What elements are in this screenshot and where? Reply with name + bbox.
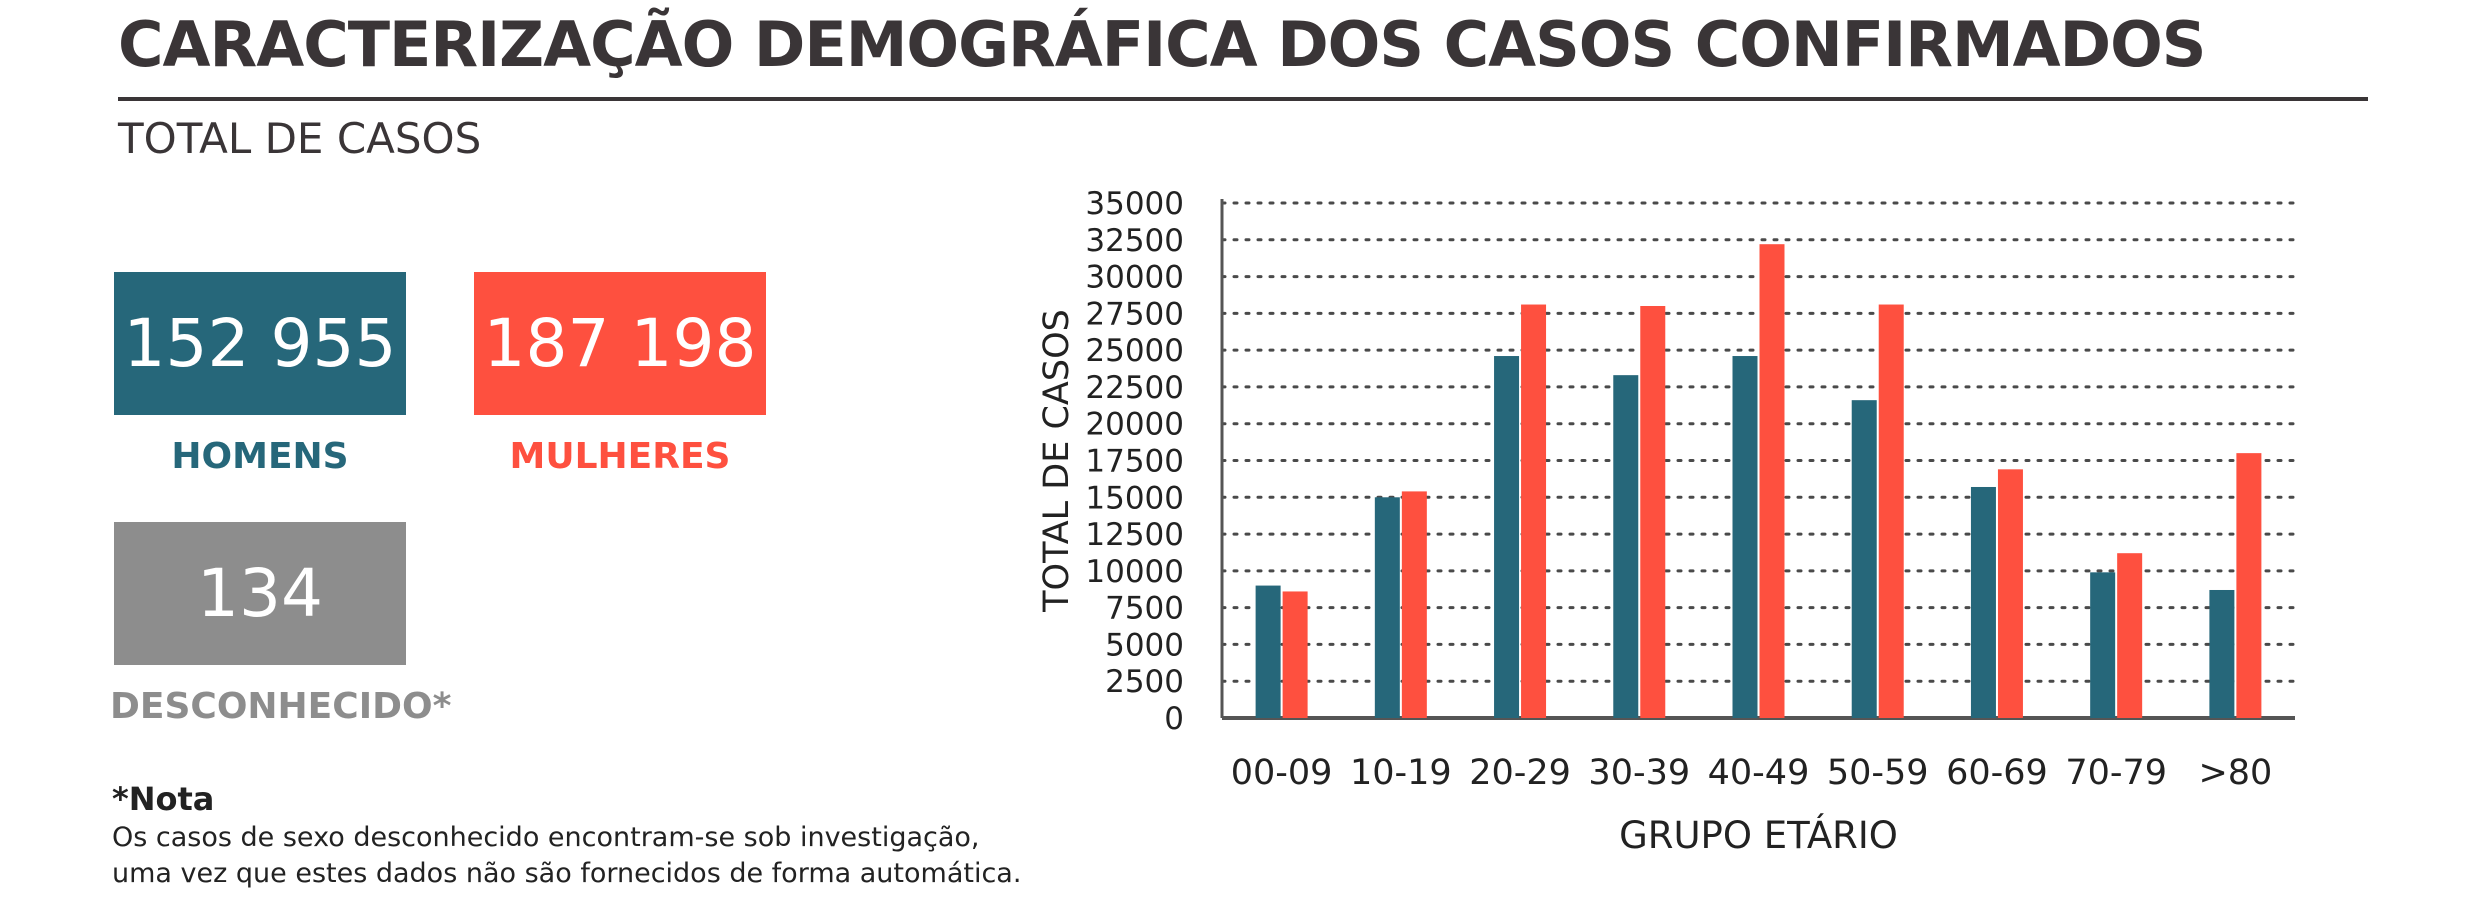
y-tick-label: 30000 (1085, 260, 1184, 296)
bar-men (1255, 585, 1281, 718)
y-tick-label: 25000 (1085, 333, 1184, 369)
section-subtitle: TOTAL DE CASOS (118, 114, 482, 163)
x-axis-title: GRUPO ETÁRIO (1619, 813, 1898, 857)
note-line-1: Os casos de sexo desconhecido encontram-… (112, 822, 980, 853)
women-total-value: 187 198 (483, 305, 757, 382)
y-tick-label: 27500 (1085, 296, 1184, 332)
note-text: Os casos de sexo desconhecido encontram-… (112, 820, 1092, 892)
x-tick-label: >80 (2198, 753, 2272, 793)
y-tick-label: 12500 (1085, 517, 1184, 553)
bar-women (1997, 469, 2023, 718)
x-tick-label: 00-09 (1231, 753, 1333, 793)
y-tick-label: 22500 (1085, 370, 1184, 406)
page-title: CARACTERIZAÇÃO DEMOGRÁFICA DOS CASOS CON… (118, 8, 2206, 81)
women-total-label: MULHERES (509, 436, 731, 477)
unknown-total-box: 134 (114, 522, 406, 665)
x-tick-label: 50-59 (1827, 753, 1929, 793)
bar-men (2090, 572, 2116, 718)
men-total-box: 152 955 (114, 272, 406, 415)
x-tick-label: 70-79 (2065, 753, 2167, 793)
unknown-total-label: DESCONHECIDO* (110, 686, 452, 727)
y-tick-label: 20000 (1085, 407, 1184, 443)
x-tick-label: 20-29 (1469, 753, 1571, 793)
note-heading: *Nota (112, 780, 215, 818)
y-tick-label: 17500 (1085, 444, 1184, 480)
y-axis-title: TOTAL DE CASOS (1037, 309, 1077, 613)
y-tick-label: 2500 (1105, 664, 1184, 700)
unknown-total-value: 134 (197, 555, 323, 632)
bar-men (1732, 356, 1758, 718)
bar-women (1878, 304, 1904, 718)
bar-women (1759, 244, 1785, 718)
x-tick-label: 10-19 (1350, 753, 1452, 793)
y-tick-label: 5000 (1105, 627, 1184, 663)
bar-women (1401, 491, 1427, 718)
bar-men (1613, 375, 1639, 718)
note-line-2: uma vez que estes dados não são fornecid… (112, 858, 1022, 889)
y-tick-label: 35000 (1085, 186, 1184, 222)
women-total-box: 187 198 (474, 272, 766, 415)
bar-men (1970, 486, 1996, 718)
x-tick-label: 40-49 (1708, 753, 1810, 793)
bar-women (1521, 304, 1547, 718)
y-tick-label: 10000 (1085, 554, 1184, 590)
title-divider (118, 97, 2368, 101)
bar-women (1282, 591, 1308, 718)
bar-men (1851, 400, 1877, 718)
bar-women (2117, 553, 2143, 718)
y-tick-label: 32500 (1085, 223, 1184, 259)
y-tick-label: 15000 (1085, 480, 1184, 516)
bar-women (1640, 306, 1666, 718)
bar-women (2236, 453, 2262, 718)
y-tick-label: 0 (1164, 701, 1184, 737)
x-tick-label: 30-39 (1588, 753, 1690, 793)
bar-men (1374, 497, 1400, 718)
bar-men (1494, 356, 1520, 718)
y-tick-label: 7500 (1105, 591, 1184, 627)
men-total-label: HOMENS (171, 436, 349, 477)
x-tick-label: 60-69 (1946, 753, 2048, 793)
bar-men (2209, 589, 2235, 718)
men-total-value: 152 955 (123, 305, 397, 382)
